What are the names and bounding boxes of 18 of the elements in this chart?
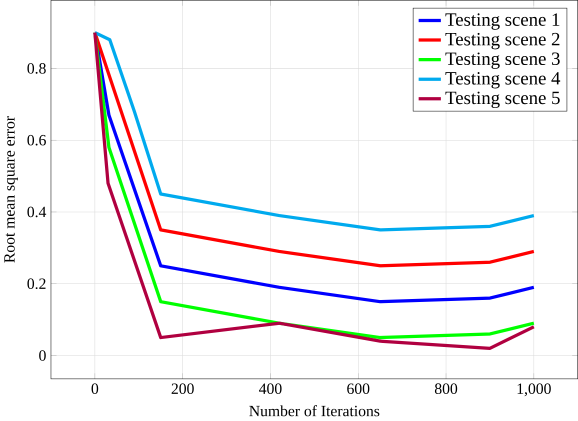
legend-label: Testing scene 1: [445, 13, 560, 30]
legend-label: Testing scene 3: [445, 52, 560, 70]
y-axis-title: Root mean square error: [4, 116, 18, 263]
legend-label: Testing scene 2: [445, 33, 560, 50]
x-tick-label: 400: [259, 384, 282, 394]
y-tick-label: 0.4: [27, 206, 46, 218]
x-tick-label: 800: [434, 384, 458, 394]
x-tick-label: 600: [347, 384, 370, 394]
x-tick-label: 1,000: [518, 384, 551, 396]
x-axis-title: Number of Iterations: [249, 405, 380, 416]
x-tick-label: 200: [172, 384, 194, 394]
y-tick-label: 0.8: [27, 63, 46, 74]
x-tick-label: 0: [92, 384, 98, 394]
y-tick-label: 0.2: [27, 278, 46, 290]
y-tick-label: 0: [39, 350, 46, 361]
legend-label: Testing scene 4: [445, 72, 560, 89]
y-tick-label: 0.6: [27, 135, 46, 146]
legend-label: Testing scene 5: [445, 92, 560, 108]
